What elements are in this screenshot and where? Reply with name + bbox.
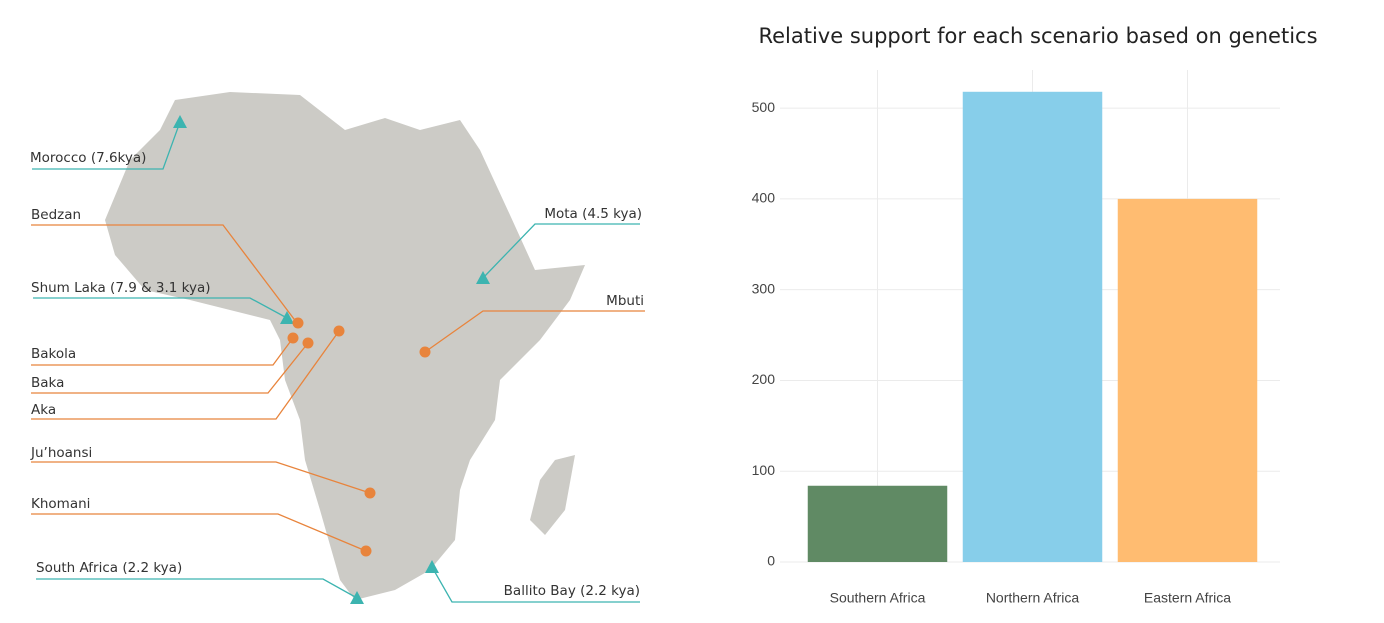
bar <box>807 485 948 562</box>
modern-site-marker <box>333 325 345 337</box>
y-tick-label: 0 <box>767 553 775 569</box>
leader-line <box>482 223 640 279</box>
africa-map <box>105 92 585 600</box>
leader-line <box>31 513 367 552</box>
leader-line <box>31 342 309 394</box>
modern-site-marker <box>287 332 299 344</box>
modern-site-marker <box>292 317 304 329</box>
y-tick-label: 500 <box>752 99 776 115</box>
site-label: South Africa (2.2 kya) <box>36 560 182 576</box>
ancient-site-marker <box>173 115 187 128</box>
x-tick-label: Northern Africa <box>986 590 1080 606</box>
modern-site-marker <box>302 337 314 349</box>
chart-title: Relative support for each scenario based… <box>758 24 1317 48</box>
site-label: Ju’hoansi <box>30 445 92 461</box>
leader-line <box>33 297 288 319</box>
leader-line <box>31 224 298 324</box>
site-label: Shum Laka (7.9 & 3.1 kya) <box>31 280 211 296</box>
site-label: Aka <box>31 402 56 418</box>
site-label: Bedzan <box>31 207 81 223</box>
leader-line <box>31 330 340 420</box>
leader-line <box>31 337 294 366</box>
ancient-site-marker <box>350 591 364 604</box>
madagascar <box>530 455 575 535</box>
leader-line <box>36 578 358 599</box>
ancient-site-marker <box>425 560 439 573</box>
modern-site-marker <box>419 346 431 358</box>
site-label: Mbuti <box>606 293 644 309</box>
leader-line <box>431 566 640 603</box>
leader-line <box>31 461 371 494</box>
y-tick-label: 200 <box>752 371 776 387</box>
site-label: Ballito Bay (2.2 kya) <box>504 583 640 599</box>
site-label: Khomani <box>31 496 90 512</box>
y-tick-label: 300 <box>752 280 776 296</box>
modern-site-marker <box>360 545 372 557</box>
x-tick-label: Southern Africa <box>830 590 926 606</box>
site-label: Bakola <box>31 346 76 362</box>
ancient-site-marker <box>476 271 490 284</box>
site-label: Mota (4.5 kya) <box>544 206 642 222</box>
leader-line <box>32 121 181 170</box>
ancient-site-marker <box>280 311 294 324</box>
site-label: Baka <box>31 375 64 391</box>
site-label: Morocco (7.6kya) <box>30 150 146 166</box>
leader-line <box>424 310 645 353</box>
bar <box>1117 198 1258 562</box>
modern-site-marker <box>364 487 376 499</box>
x-tick-label: Eastern Africa <box>1144 590 1231 606</box>
y-tick-label: 400 <box>752 190 776 206</box>
y-tick-label: 100 <box>752 462 776 478</box>
bar <box>962 91 1103 562</box>
